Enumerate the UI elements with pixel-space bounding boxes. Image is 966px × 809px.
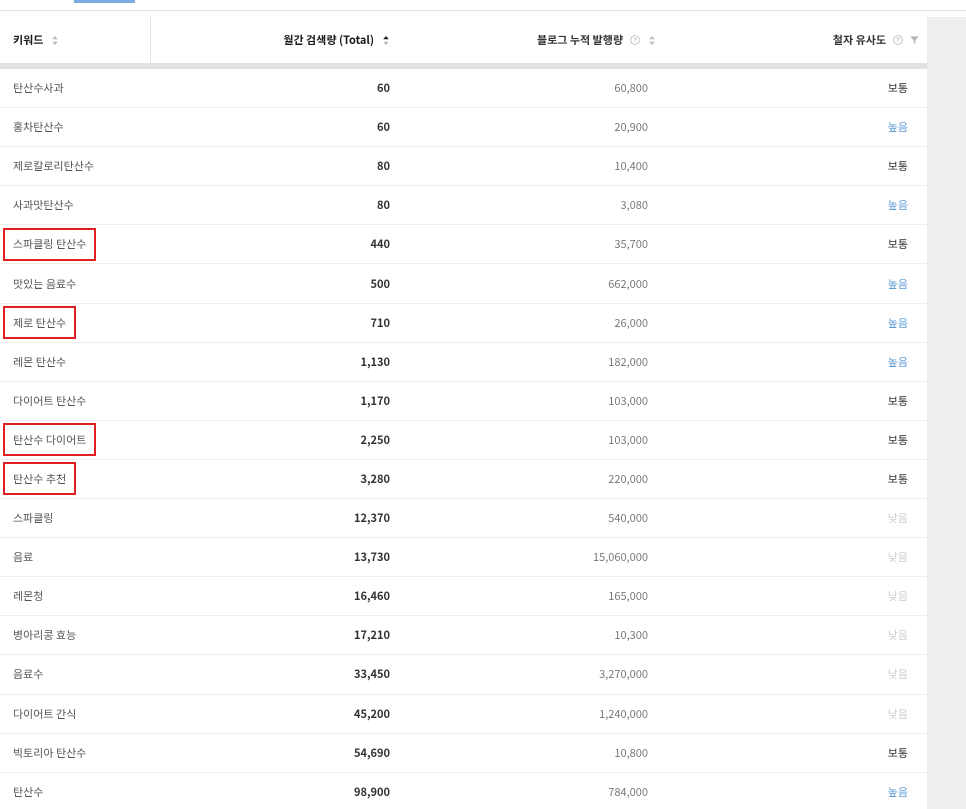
svg-text:?: ?: [896, 38, 900, 44]
svg-text:?: ?: [633, 38, 637, 44]
